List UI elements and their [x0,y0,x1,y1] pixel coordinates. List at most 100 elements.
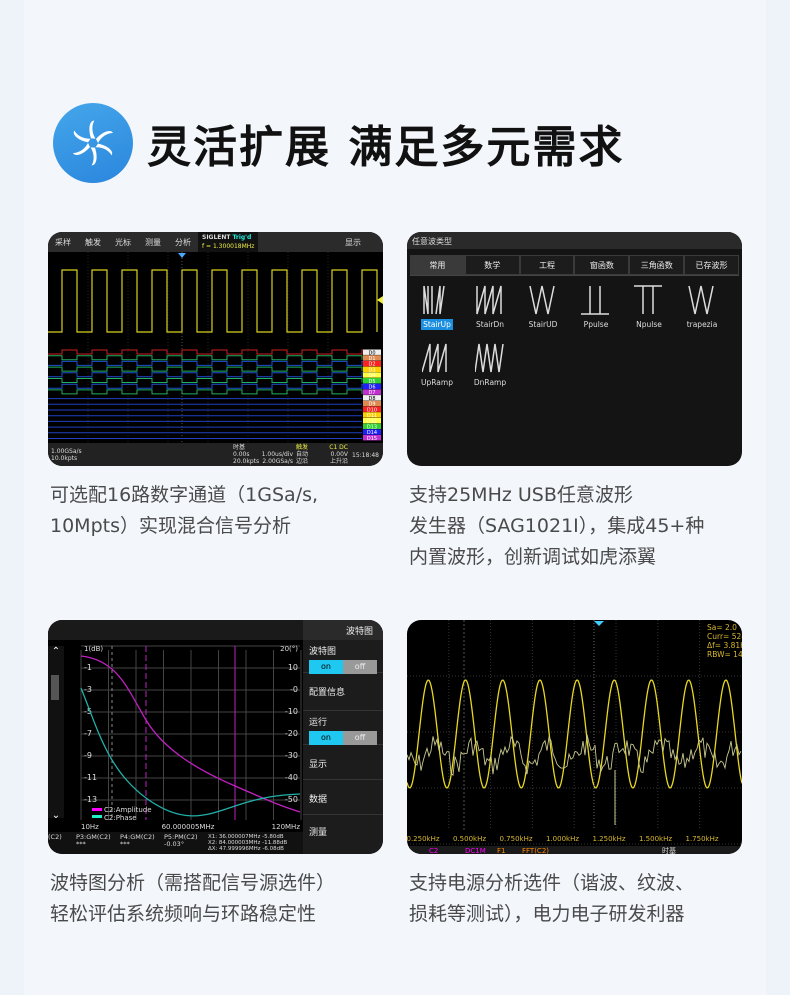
x-tick: 0.500kHz [453,835,486,843]
x-tick: 10Hz [81,823,99,831]
menu-bode[interactable]: 波特图 on off [303,640,383,674]
channel-label-bg [363,389,381,395]
trigger-position-marker [594,621,604,626]
menu-label: 波特图 [309,647,337,657]
cursor-readout: ΔX: 47.999996MHz -6.08dB [208,846,284,852]
waveform-StairUp[interactable]: StairUp [412,284,462,330]
mixed-signal-screenshot: D0 D1 D2 D3 D4 D5 D6 D7 D8 D9 D10 D11 D12 D13 D14 D15 采… [48,232,383,466]
caption-4: 支持电源分析选件（谐波、纹波、 损耗等测试），电力电子研发利器 [409,868,694,930]
top-bar [48,620,303,640]
sample-rate: 1.00GSa/s [51,448,82,455]
waveform-DnRamp[interactable]: DnRamp [465,342,515,388]
fft-readout: Curr= 524 [707,632,742,641]
toggle-off[interactable]: off [343,731,377,745]
pinwheel-blade [95,143,113,156]
menu-data[interactable]: 数据 [303,780,383,815]
waveform-shape [475,343,504,373]
tab-math[interactable]: 数学 [464,255,520,275]
caption-line: 可选配16路数字通道（1GSa/s, [50,484,319,506]
waveform-StairUD[interactable]: StairUD [518,284,568,330]
trigger-position-marker [178,253,186,258]
upramp-icon [422,343,447,373]
tab-window[interactable]: 窗函数 [574,255,630,275]
waveform-shape [688,285,714,315]
caption-line: 发生器（SAG1021I），集成45+种 [409,515,705,537]
channel-label-D10: D10 [367,407,377,413]
x-tick: 120MHz [272,823,301,831]
delay: 0.00s [233,451,250,458]
menu-run[interactable]: 运行 on off [303,711,383,745]
channel-label-bg [363,366,381,372]
toggle-on[interactable]: on [309,660,343,674]
menu-display[interactable]: 显示 [345,237,361,247]
digital-trace-D4 [48,372,378,378]
noise-trace [407,734,742,777]
phase-curve [80,687,301,817]
menu-measure[interactable]: 测量 [309,828,328,838]
menu-measure[interactable]: 测量 [145,237,161,247]
y-tick-right: -0 [290,685,298,694]
channel-label-bg [363,423,381,429]
bode-toggle[interactable]: on off [309,660,377,674]
channel-label-D7: D7 [368,390,375,396]
tab-engineering[interactable]: 工程 [519,255,575,275]
toggle-off[interactable]: off [343,660,377,674]
readout-item: *** [76,840,87,848]
channel-label-bg [363,400,381,407]
y-tick-right: -10 [285,707,298,716]
bode-plot-screenshot: -1 -3 -5 -7 -9 -11 -13 10 -0 -10 -20 -30 -40 -50 1(dB)… [48,620,383,854]
waveform-shape [634,285,662,314]
tab-trig[interactable]: 三角函数 [629,255,685,275]
y-tick-right: -50 [285,795,298,804]
waveform-shape [476,285,502,315]
digital-trace-D1 [48,355,363,361]
y-tick-left: -5 [84,707,92,716]
channel-label-bg [363,383,381,390]
menu-cursor[interactable]: 光标 [115,237,131,247]
menu-acquire[interactable]: 采样 [55,237,71,247]
channel-label-D4: D4 [368,373,375,379]
waveform-Ppulse[interactable]: Ppulse [571,284,621,330]
channel-label-bg [363,395,381,401]
menu-config[interactable]: 配置信息 [303,673,383,711]
trig-state: Trig'd [232,234,252,241]
menu-display[interactable]: 显示 [303,745,383,780]
trigger-info: SIGLENT Trig'd f = 1.300018MHz [198,232,259,252]
readout-item: -0.03° [164,840,184,848]
waveform-StairDn[interactable]: StairDn [465,284,515,330]
waveform-shape [422,343,447,373]
toggle-on[interactable]: on [309,731,343,745]
x-tick: 1.000kHz [546,835,579,843]
dnramp-icon [475,343,504,373]
status-item: F1 [497,847,505,854]
legend-phase: C2:Phase [104,814,137,822]
legend-swatch [92,808,102,811]
waveform-Npulse[interactable]: Npulse [624,284,674,330]
x-tick: 60.000005MHz [162,823,215,831]
scrollbar-thumb [51,675,59,700]
time-div[interactable]: 1.00us/div [261,451,293,458]
scroll-panel [48,646,64,818]
readout-item: *** [120,840,131,848]
digital-trace-D0 [48,349,378,355]
tab-common[interactable]: 常用 [410,255,465,275]
timebase-label: 时基 [233,444,246,451]
tab-stored[interactable]: 已存波形 [684,255,739,275]
channel-label-bg [363,435,381,441]
x-tick: 0.250kHz [407,835,440,843]
menu-trigger[interactable]: 触发 [85,237,101,247]
status-bar: 1.00GSa/s 10.0kpts 时基 0.00s 1.00us/div 20.0k… [48,443,383,466]
waveform-shape [529,285,555,315]
status-item: DC1M [465,847,486,854]
legend-amplitude: C2:Amplitude [104,806,152,814]
caption-1: 可选配16路数字通道（1GSa/s, 10Mpts）实现混合信号分析 [50,480,318,542]
x-tick: 1.500kHz [639,835,672,843]
caption-line: 10Mpts）实现混合信号分析 [50,515,291,537]
waveform-trapezia[interactable]: trapezia [677,284,727,330]
channel-label-bg [363,406,381,412]
x-tick: 1.750kHz [685,835,718,843]
run-toggle[interactable]: on off [309,731,377,745]
waveform-UpRamp[interactable]: UpRamp [412,342,462,388]
channel-label-D6: D6 [368,385,375,391]
menu-analyze[interactable]: 分析 [175,237,191,247]
